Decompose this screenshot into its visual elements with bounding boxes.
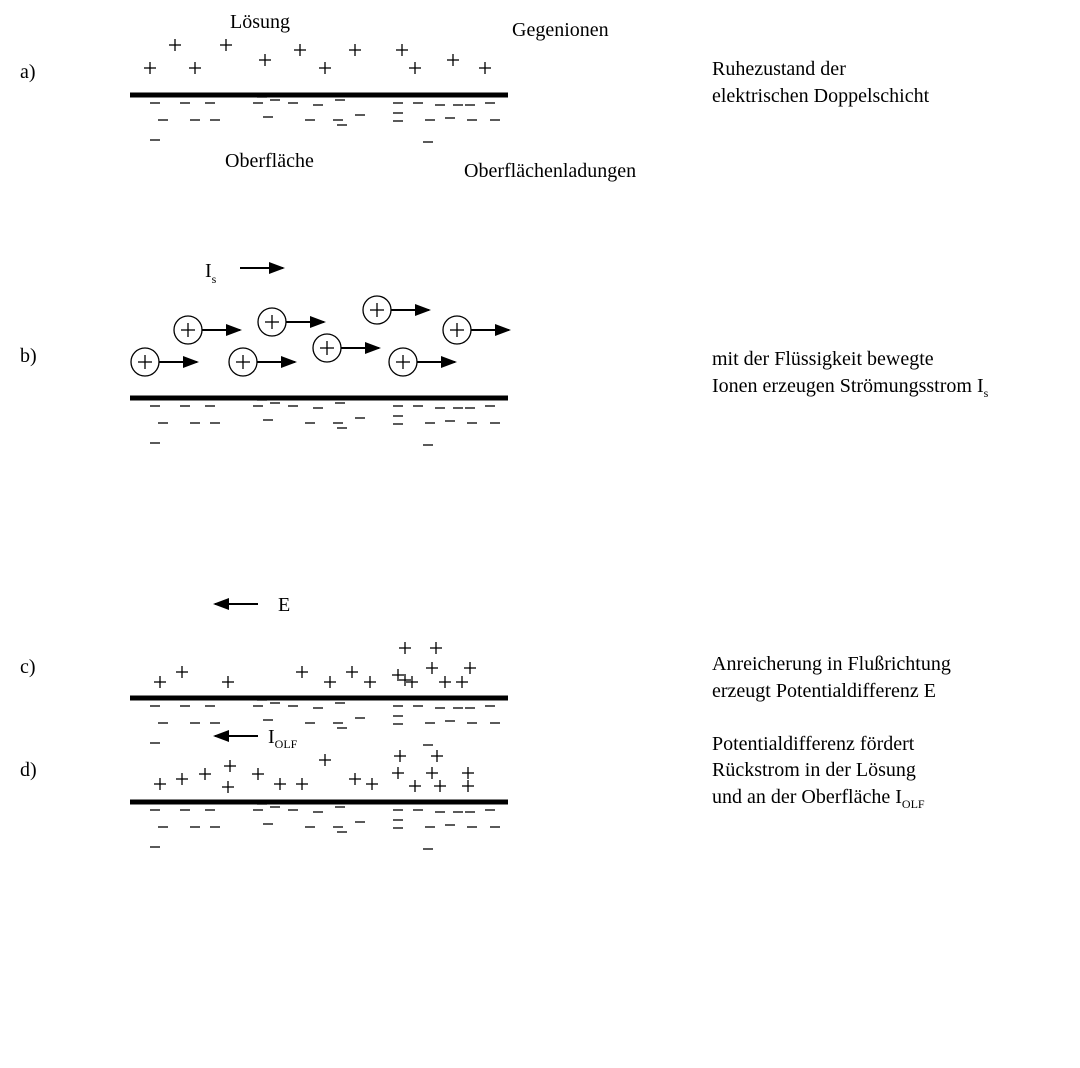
field-label: E xyxy=(278,594,290,616)
description: Potentialdifferenz fördert xyxy=(712,733,915,755)
annotation: Lösung xyxy=(230,11,290,33)
description: elektrischen Doppelschicht xyxy=(712,85,930,107)
description: Anreicherung in Flußrichtung xyxy=(712,653,951,675)
ions xyxy=(130,39,500,850)
panel-label: b) xyxy=(20,345,37,367)
description: Ruhezustand der xyxy=(712,58,846,80)
current-subscript: OLF xyxy=(275,737,298,751)
current-symbol: I xyxy=(205,260,212,282)
panel-label: c) xyxy=(20,656,36,678)
description-text: und an der Oberfläche I xyxy=(712,786,902,808)
current-subscript: s xyxy=(212,272,217,286)
panel-label: d) xyxy=(20,759,37,781)
current-symbol: I xyxy=(268,726,275,748)
description: erzeugt Potentialdifferenz E xyxy=(712,680,936,702)
current-label: IOLF xyxy=(268,726,298,751)
description: Rückstrom in der Lösung xyxy=(712,759,916,781)
description-subscript: s xyxy=(984,386,989,400)
current-label: Is xyxy=(205,260,217,286)
description: mit der Flüssigkeit bewegte xyxy=(712,348,934,370)
panel-label: a) xyxy=(20,61,36,83)
description: Ionen erzeugen Strömungsstrom Is xyxy=(712,375,989,400)
description: und an der Oberfläche IOLF xyxy=(712,786,925,811)
description-text: Ionen erzeugen Strömungsstrom I xyxy=(712,375,984,397)
annotation: Gegenionen xyxy=(512,19,609,41)
description-subscript: OLF xyxy=(902,797,925,811)
annotation: Oberfläche xyxy=(225,150,314,172)
annotation: Oberflächenladungen xyxy=(464,160,636,182)
